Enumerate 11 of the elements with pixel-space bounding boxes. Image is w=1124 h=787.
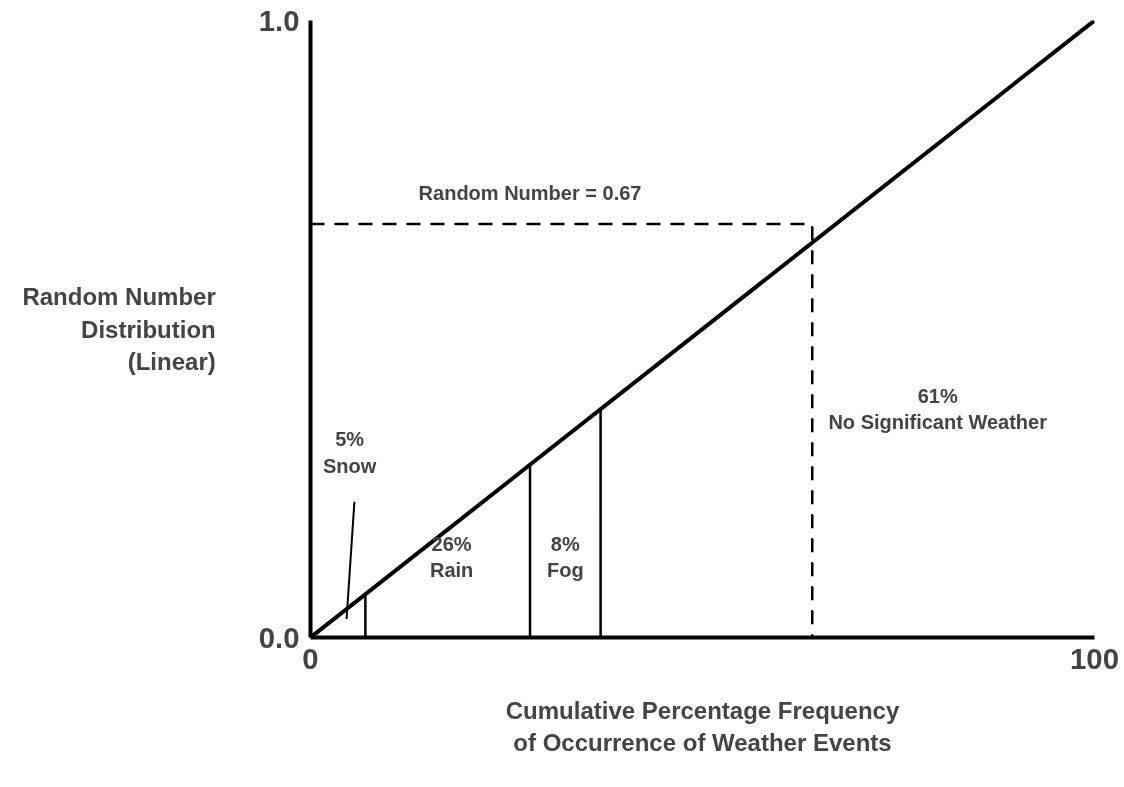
x-tick-label: 100 bbox=[1070, 641, 1119, 675]
annotation: 61% No Significant Weather bbox=[828, 385, 1048, 434]
x-axis-title: Cumulative Percentage Frequency of Occurrence of Weather Events bbox=[505, 696, 900, 756]
y-tick-label: 1.0 bbox=[258, 3, 300, 37]
annotation: 5% Snow bbox=[323, 428, 377, 477]
y-tick-label: 0.0 bbox=[258, 620, 300, 654]
y-axis-title: Random Number Distribution (Linear) bbox=[22, 283, 216, 375]
annotation: 8% Fog bbox=[546, 533, 584, 582]
annotation: Random Number = 0.67 bbox=[418, 182, 642, 205]
x-tick-label: 0 bbox=[302, 641, 319, 675]
annotation: 26% Rain bbox=[429, 533, 474, 582]
